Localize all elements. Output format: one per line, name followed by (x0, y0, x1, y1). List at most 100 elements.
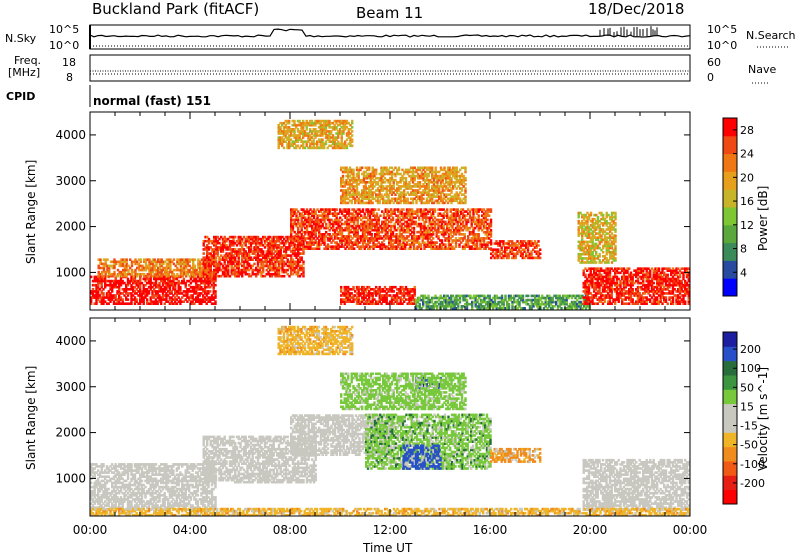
power-cell (386, 210, 389, 213)
power-cell (421, 212, 424, 215)
power-cell (388, 224, 391, 228)
power-cell (419, 235, 423, 238)
power-cell (456, 224, 459, 228)
power-cell (221, 244, 225, 247)
power-cell (281, 239, 284, 243)
power-cell (357, 193, 360, 196)
power-cell (274, 262, 277, 266)
power-cell (232, 270, 235, 274)
power-cell (207, 248, 211, 251)
power-cell (248, 241, 251, 245)
power-cell (167, 300, 170, 303)
power-cell (348, 187, 352, 190)
power-cell (316, 146, 319, 150)
power-cell (147, 285, 151, 289)
power-cell (112, 302, 116, 305)
power-cell (204, 258, 207, 261)
power-cell (372, 212, 375, 215)
power-cell (361, 199, 364, 203)
power-cell (436, 191, 439, 194)
power-cell (420, 185, 423, 188)
power-cell (419, 245, 423, 248)
power-cell (434, 189, 437, 192)
power-cell (203, 298, 207, 301)
power-cell (255, 248, 258, 251)
power-cell (416, 245, 419, 248)
power-cell (532, 248, 535, 251)
power-cell (191, 294, 194, 297)
power-cell (181, 296, 184, 299)
power-cell (376, 176, 380, 180)
power-cell (184, 285, 187, 289)
power-cell (379, 245, 382, 248)
power-cell (337, 136, 340, 139)
power-cell (172, 258, 176, 261)
power-cell (389, 237, 393, 240)
power-cell (198, 288, 201, 291)
power-cell (335, 241, 338, 244)
power-cell (338, 146, 342, 150)
power-cell (126, 283, 130, 287)
power-cell (296, 134, 300, 137)
power-cell (391, 247, 395, 250)
power-cell (486, 222, 489, 226)
power-cell (262, 244, 265, 247)
power-cell (461, 214, 465, 217)
power-cell (276, 239, 279, 243)
power-cell (397, 245, 400, 248)
power-cell (185, 266, 188, 270)
power-cell (446, 176, 450, 180)
power-cell (344, 247, 347, 250)
power-cell (361, 239, 365, 242)
power-cell (363, 247, 366, 250)
power-cell (349, 128, 352, 131)
power-cell (349, 235, 352, 238)
power-cell (411, 170, 415, 174)
power-cell (193, 285, 196, 289)
power-cell (470, 224, 473, 228)
power-cell (439, 239, 442, 242)
power-cell (390, 185, 394, 188)
power-cell (191, 300, 194, 303)
power-cell (177, 292, 180, 295)
power-cell (239, 250, 242, 253)
power-cell (437, 230, 440, 234)
power-cell (181, 279, 184, 283)
power-cell (151, 285, 154, 289)
power-cell (422, 172, 425, 176)
power-cell (382, 181, 385, 184)
power-cell (415, 170, 418, 174)
power-cell (461, 233, 465, 236)
power-cell (234, 241, 237, 245)
power-cell (123, 268, 127, 272)
power-cell (267, 241, 270, 245)
power-cell (451, 230, 454, 234)
power-cell (482, 247, 486, 250)
beam-label: Beam 11 (356, 4, 423, 22)
power-cell (274, 274, 277, 278)
power-cell (383, 181, 387, 184)
power-cell (101, 266, 104, 270)
power-cell (460, 208, 463, 211)
power-cell (535, 256, 538, 260)
power-cell (349, 138, 352, 141)
power-cell (184, 283, 187, 287)
power-cell (445, 193, 448, 196)
power-cell (321, 208, 324, 211)
power-cell (216, 266, 219, 270)
power-cell (249, 248, 253, 251)
power-cell (405, 235, 409, 238)
power-cell (281, 142, 284, 146)
power-cell (335, 243, 338, 246)
power-cell (297, 264, 300, 268)
power-cell (375, 220, 379, 224)
power-cell (116, 300, 119, 303)
power-cell (246, 239, 249, 243)
power-cell (397, 185, 401, 188)
power-cell (412, 241, 416, 244)
power-cell (383, 193, 387, 196)
power-cell (277, 128, 280, 131)
power-cell (309, 247, 312, 250)
power-cell (286, 144, 289, 148)
power-cell (430, 220, 433, 224)
